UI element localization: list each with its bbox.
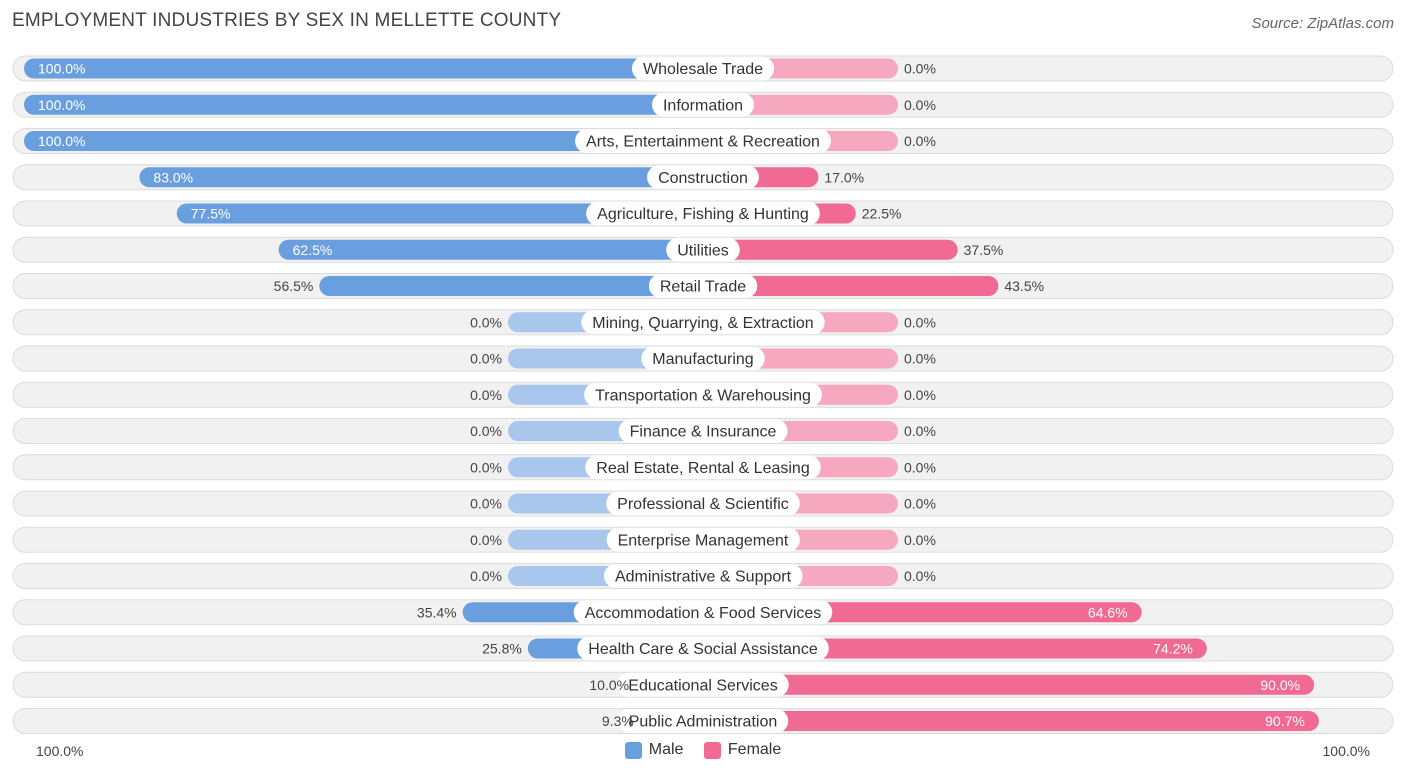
female-bar — [693, 276, 999, 296]
category-label-pill — [618, 419, 788, 443]
female-value-label: 0.0% — [904, 459, 936, 475]
male-value-label: 83.0% — [153, 169, 193, 185]
category-label: Public Administration — [629, 714, 778, 731]
category-label-pill — [617, 672, 789, 697]
category-label-pill — [631, 56, 775, 81]
female-value-label: 0.0% — [904, 532, 936, 548]
category-label-pill — [648, 274, 758, 298]
category-label: Retail Trade — [660, 279, 746, 296]
category-label: Accommodation & Food Services — [585, 605, 822, 622]
category-label-pill — [641, 346, 765, 371]
category-label: Administrative & Support — [615, 569, 792, 586]
female-value-label: 90.7% — [1265, 713, 1305, 729]
axis-right-label: 100.0% — [1322, 743, 1370, 759]
category-label: Professional & Scientific — [617, 496, 789, 513]
category-label-pill — [581, 310, 825, 335]
category-label-pill — [586, 201, 820, 226]
male-bar — [24, 131, 713, 151]
category-label-pill — [647, 165, 759, 190]
male-value-label: 77.5% — [191, 206, 231, 222]
category-label-pill — [606, 491, 800, 516]
category-label: Enterprise Management — [618, 532, 789, 549]
male-value-label: 0.0% — [470, 568, 502, 584]
female-value-label: 22.5% — [862, 206, 902, 222]
male-value-label: 35.4% — [417, 604, 457, 620]
category-label-pill — [606, 527, 800, 552]
category-label-pill — [603, 564, 803, 588]
chart-title: EMPLOYMENT INDUSTRIES BY SEX IN MELLETTE… — [12, 10, 562, 31]
male-value-label: 0.0% — [470, 459, 502, 475]
male-value-label: 0.0% — [470, 387, 502, 403]
legend-male-label: Male — [648, 741, 684, 758]
female-value-label: 64.6% — [1088, 604, 1128, 620]
female-value-label: 0.0% — [904, 351, 936, 367]
category-label-pill — [617, 709, 789, 733]
legend-female-label: Female — [727, 741, 782, 758]
male-bar — [319, 276, 713, 296]
legend-male: Male — [624, 741, 684, 759]
male-value-label: 100.0% — [38, 61, 85, 77]
female-value-label: 0.0% — [904, 97, 936, 113]
category-label: Utilities — [677, 242, 729, 259]
female-value-label: 74.2% — [1153, 641, 1193, 657]
female-value-label: 17.0% — [824, 169, 864, 185]
female-bar — [693, 239, 958, 260]
category-label: Educational Services — [628, 677, 777, 694]
male-value-label: 25.8% — [482, 641, 522, 657]
category-label-pill — [584, 382, 822, 407]
axis-left-label: 100.0% — [36, 743, 84, 759]
female-value-label: 0.0% — [904, 423, 936, 439]
category-label: Transportation & Warehousing — [595, 387, 811, 404]
male-value-label: 62.5% — [293, 242, 333, 258]
female-value-label: 0.0% — [904, 314, 936, 330]
legend-female: Female — [703, 741, 782, 759]
category-label: Health Care & Social Assistance — [588, 641, 818, 658]
female-bar — [693, 711, 1319, 731]
chart-area: Wholesale Trade 100.0% 0.0% Information 100.… — [12, 55, 1394, 734]
female-value-label: 37.5% — [964, 242, 1004, 258]
male-value-label: 10.0% — [589, 677, 629, 693]
male-value-label: 9.3% — [602, 713, 634, 729]
male-bar — [24, 94, 713, 115]
female-value-label: 0.0% — [904, 568, 936, 584]
category-label: Manufacturing — [652, 351, 753, 368]
male-value-label: 100.0% — [38, 133, 85, 149]
category-label: Arts, Entertainment & Recreation — [586, 134, 820, 151]
female-value-label: 43.5% — [1004, 278, 1044, 294]
source-credit: Source: ZipAtlas.com — [1251, 15, 1394, 32]
category-label: Mining, Quarrying, & Extraction — [592, 315, 813, 332]
male-bar — [24, 58, 713, 79]
legend-male-swatch — [624, 741, 642, 759]
female-bar — [693, 674, 1315, 695]
male-bar — [176, 203, 713, 224]
male-value-label: 0.0% — [470, 496, 502, 512]
male-value-label: 0.0% — [470, 532, 502, 548]
female-value-label: 0.0% — [904, 133, 936, 149]
male-value-label: 56.5% — [274, 278, 314, 294]
male-value-label: 0.0% — [470, 314, 502, 330]
male-bar — [278, 239, 713, 260]
category-label-pill — [666, 237, 740, 262]
category-label-pill — [585, 455, 821, 480]
category-label: Wholesale Trade — [643, 61, 763, 78]
female-value-label: 0.0% — [904, 387, 936, 403]
male-value-label: 0.0% — [470, 351, 502, 367]
female-value-label: 0.0% — [904, 61, 936, 77]
category-label: Real Estate, Rental & Leasing — [596, 460, 809, 477]
category-label: Information — [663, 97, 743, 114]
male-bar — [139, 167, 713, 188]
category-label: Finance & Insurance — [630, 424, 777, 441]
legend-female-swatch — [703, 741, 721, 759]
category-label-pill — [651, 92, 755, 117]
category-label-pill — [575, 129, 831, 153]
male-value-label: 0.0% — [470, 423, 502, 439]
female-value-label: 90.0% — [1260, 677, 1300, 693]
category-label-pill — [577, 636, 829, 661]
category-label: Agriculture, Fishing & Hunting — [597, 206, 809, 223]
male-value-label: 100.0% — [38, 97, 85, 113]
female-value-label: 0.0% — [904, 496, 936, 512]
category-label-pill — [573, 600, 833, 625]
legend: Male Female — [0, 741, 1406, 764]
category-label: Construction — [658, 170, 748, 187]
